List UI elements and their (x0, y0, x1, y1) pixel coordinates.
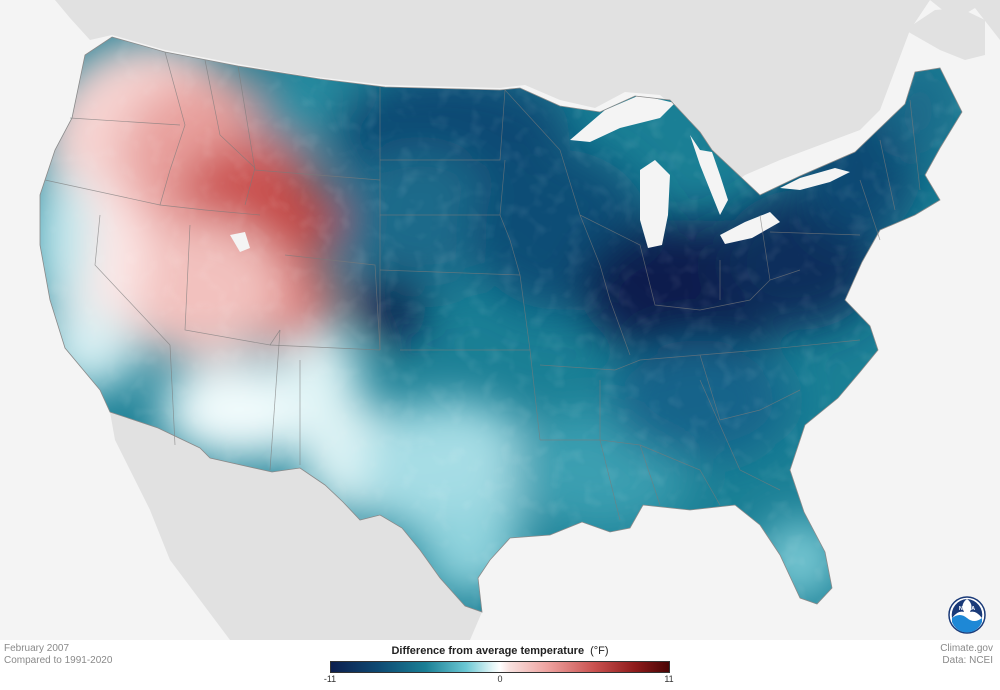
state-borders (44, 51, 921, 521)
map-svg (0, 0, 1000, 640)
legend-title: Difference from average temperature (°F) (330, 644, 670, 658)
period-label: February 2007 (4, 643, 70, 654)
footer: February 2007 Compared to 1991-2020 Diff… (0, 640, 1000, 690)
us-outline (39, 36, 963, 613)
temperature-anomaly-map: NOAA (0, 0, 1000, 640)
legend-unit: (°F) (590, 645, 609, 657)
noaa-logo-text: NOAA (959, 606, 975, 612)
legend-title-text: Difference from average temperature (391, 645, 585, 657)
legend-max-label: 11 (664, 674, 674, 684)
credit-data: Data: NCEI (942, 655, 993, 666)
legend-mid-label: 0 (497, 674, 503, 684)
legend-ticks: -11 0 11 (324, 673, 674, 685)
map-info: February 2007 Compared to 1991-2020 (4, 643, 112, 667)
great-lakes (230, 95, 850, 252)
legend-min-label: -11 (323, 674, 337, 684)
legend-color-bar (330, 661, 670, 673)
baseline-label: Compared to 1991-2020 (4, 655, 113, 666)
credit-site: Climate.gov (940, 643, 993, 654)
credits: Climate.gov Data: NCEI (940, 643, 993, 667)
noaa-logo-icon: NOAA (948, 596, 986, 634)
legend: Difference from average temperature (°F) … (324, 644, 674, 685)
surrounding-land (0, 0, 1000, 640)
